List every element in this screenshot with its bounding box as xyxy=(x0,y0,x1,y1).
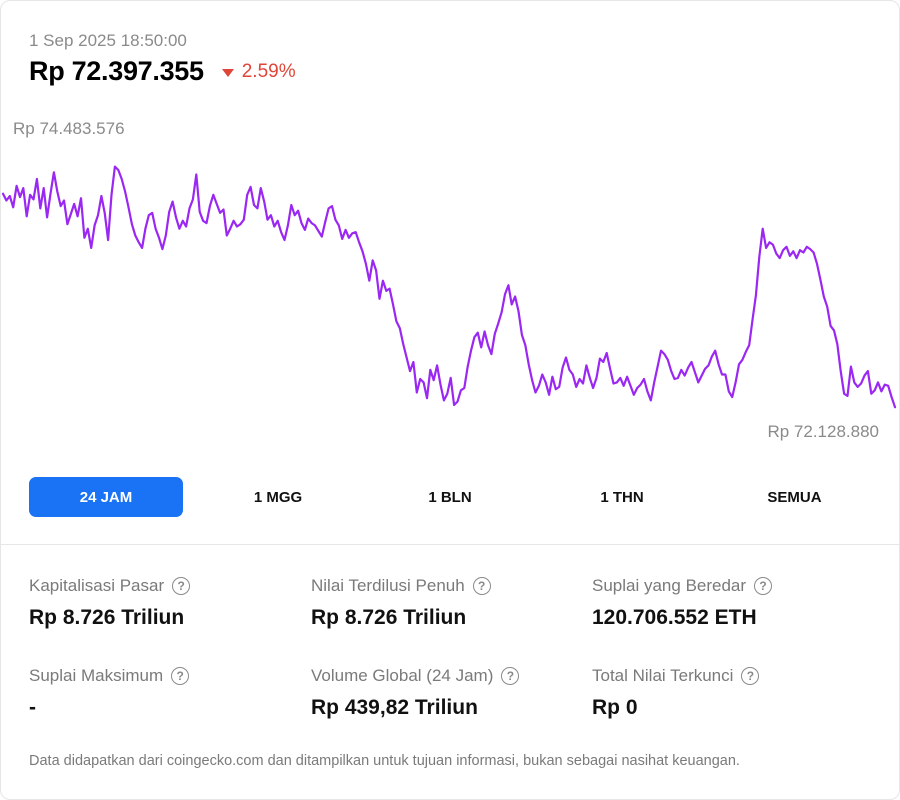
price-line-series xyxy=(1,165,897,409)
stat-label: Nilai Terdilusi Penuh xyxy=(311,576,465,595)
tab-24-jam[interactable]: 24 JAM xyxy=(29,477,183,517)
current-price: Rp 72.397.355 xyxy=(29,56,204,86)
chart-high-label: Rp 74.483.576 xyxy=(13,119,125,138)
tab-label: 1 MGG xyxy=(253,488,303,506)
stat-label: Suplai Maksimum xyxy=(29,666,164,685)
triangle-down-icon xyxy=(221,68,234,77)
chart-low-label: Rp 72.128.880 xyxy=(767,422,879,441)
question-circle-icon[interactable]: ? xyxy=(472,577,491,595)
question-circle-icon[interactable]: ? xyxy=(741,667,760,685)
tab-label: SEMUA xyxy=(767,488,822,506)
stat-value: 120.706.552 ETH xyxy=(592,606,757,629)
disclaimer: Data didapatkan dari coingecko.com dan d… xyxy=(29,753,740,769)
divider xyxy=(1,544,899,545)
tab-label: 1 THN xyxy=(600,488,644,506)
stat-label: Volume Global (24 Jam) xyxy=(311,666,494,685)
price-change-percent: 2.59% xyxy=(241,60,296,82)
tab-1-mgg[interactable]: 1 MGG xyxy=(183,477,373,517)
stat-value: Rp 8.726 Triliun xyxy=(311,606,467,629)
stat-max-supply: Suplai Maksimum? - xyxy=(29,665,309,720)
stat-value: Rp 8.726 Triliun xyxy=(29,606,185,629)
price-row: Rp 72.397.355 2.59% xyxy=(29,56,296,87)
price-change: 2.59% xyxy=(221,60,296,83)
price-chart xyxy=(1,165,897,409)
tab-1-bln[interactable]: 1 BLN xyxy=(373,477,527,517)
stat-label: Kapitalisasi Pasar xyxy=(29,576,165,595)
stat-market-cap: Kapitalisasi Pasar? Rp 8.726 Triliun xyxy=(29,575,309,630)
question-circle-icon[interactable]: ? xyxy=(171,667,190,685)
stat-global-volume: Volume Global (24 Jam)? Rp 439,82 Triliu… xyxy=(311,665,591,720)
stat-total-value-locked: Total Nilai Terkunci? Rp 0 xyxy=(592,665,872,720)
stat-fully-diluted-value: Nilai Terdilusi Penuh? Rp 8.726 Triliun xyxy=(311,575,591,630)
stat-circulating-supply: Suplai yang Beredar? 120.706.552 ETH xyxy=(592,575,872,630)
question-circle-icon[interactable]: ? xyxy=(501,667,520,685)
tab-label: 1 BLN xyxy=(428,488,472,506)
question-circle-icon[interactable]: ? xyxy=(754,577,773,595)
tab-semua[interactable]: SEMUA xyxy=(717,477,872,517)
stat-value: Rp 0 xyxy=(592,696,638,719)
stat-value: - xyxy=(29,696,36,719)
time-range-tabs: 24 JAM 1 MGG 1 BLN 1 THN SEMUA xyxy=(29,477,874,517)
stat-label: Suplai yang Beredar xyxy=(592,576,747,595)
question-circle-icon[interactable]: ? xyxy=(172,577,191,595)
stat-label: Total Nilai Terkunci xyxy=(592,666,734,685)
tab-1-thn[interactable]: 1 THN xyxy=(527,477,717,517)
timestamp: 1 Sep 2025 18:50:00 xyxy=(29,31,187,50)
stat-value: Rp 439,82 Triliun xyxy=(311,696,478,719)
tab-label: 24 JAM xyxy=(79,488,133,506)
